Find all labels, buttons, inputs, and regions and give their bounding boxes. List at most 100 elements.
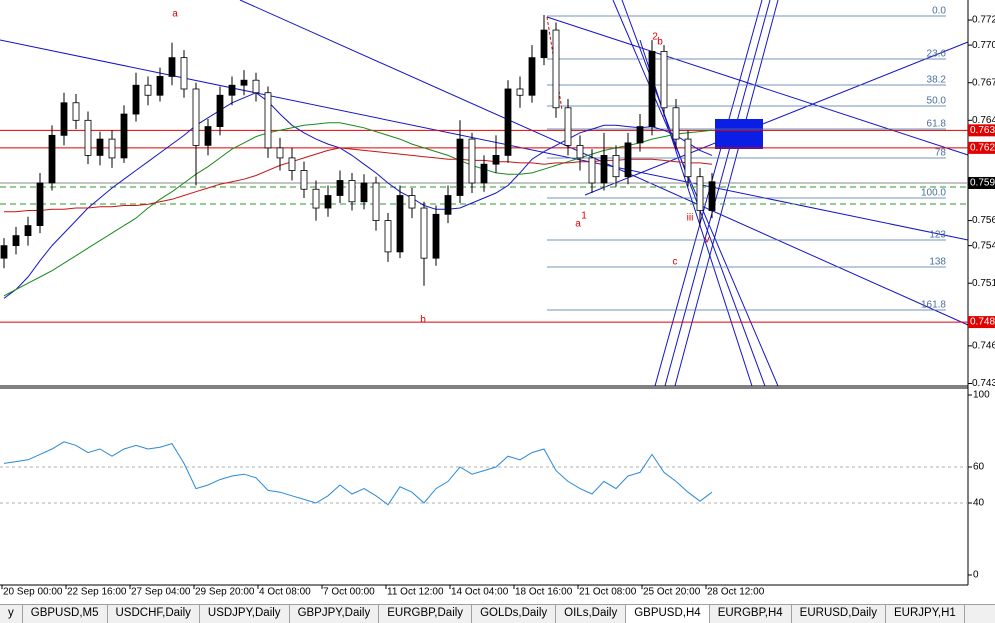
tab[interactable]: GBPUSD,H4 — [626, 605, 710, 623]
price-label-box — [968, 141, 995, 154]
candle-body — [456, 138, 464, 196]
candle-body — [396, 195, 404, 253]
candle-body — [648, 50, 656, 127]
y-tick-label: 0.756 — [972, 215, 995, 226]
candle-body — [48, 134, 56, 184]
fib-label: 78 — [935, 148, 947, 159]
trendline — [612, 0, 779, 387]
tab[interactable]: EURGBP,H4 — [710, 605, 792, 623]
tab[interactable]: USDJPY,Daily — [200, 605, 290, 623]
tab-bar: y GBPUSD,M5 USDCHF,Daily USDJPY,Daily GBPJPY… — [0, 604, 995, 623]
candle-body — [264, 92, 272, 149]
tab[interactable]: GBPJPY,Daily — [290, 605, 380, 623]
tab[interactable]: y — [0, 605, 23, 623]
candle-body — [312, 188, 320, 209]
candle-body — [372, 182, 380, 221]
candle-body — [240, 79, 248, 86]
candle-body — [612, 155, 620, 178]
y-tick-label: 0.754 — [972, 240, 995, 251]
fib-label: 100.0 — [921, 188, 946, 199]
tab[interactable]: EURUSD,Daily — [792, 605, 886, 623]
candle-body — [288, 157, 296, 171]
candle-body — [36, 182, 44, 226]
fib-label: 123 — [929, 230, 946, 241]
trendline — [0, 39, 969, 241]
x-tick-label: 28 Oct 12:00 — [707, 587, 765, 598]
price-label-box — [968, 316, 995, 329]
wave-label: b — [657, 37, 663, 48]
y-tick-label: 0.751 — [972, 278, 995, 289]
candle-body — [60, 102, 68, 136]
wave-label: a — [575, 219, 581, 230]
y-tick-label: 0.767 — [972, 77, 995, 88]
candle-body — [432, 213, 440, 259]
candle-body — [384, 220, 392, 253]
candle-body — [480, 163, 488, 184]
candle-body — [684, 138, 692, 178]
trendline — [621, 0, 766, 387]
tab[interactable]: GBPUSD,M5 — [23, 605, 108, 623]
trendline — [639, 39, 753, 387]
fib-label: 23.6 — [927, 49, 947, 60]
candle-body — [228, 84, 236, 96]
candle-body — [192, 88, 200, 146]
zone-box — [715, 119, 763, 149]
fib-label: 50.0 — [927, 96, 947, 107]
y-tick-label: 0.770 — [972, 40, 995, 51]
candle-body — [540, 29, 548, 59]
price-label-box — [968, 176, 995, 189]
price-label: 0.748 — [970, 317, 995, 328]
y-tick-label: 0.743 — [972, 378, 995, 389]
candle-body — [636, 126, 644, 144]
wave-label: b — [420, 315, 426, 326]
price-label-box — [968, 124, 995, 137]
candle-body — [204, 126, 212, 146]
y-tick-label: 0.764 — [972, 115, 995, 126]
x-tick-label: 27 Sep 04:00 — [131, 587, 191, 598]
candle-body — [504, 88, 512, 156]
wave-label: v — [705, 235, 710, 246]
candle-body — [516, 88, 524, 96]
fib-label: 61.8 — [927, 119, 947, 130]
x-tick-label: 11 Oct 12:00 — [387, 587, 444, 598]
candle-body — [336, 180, 344, 196]
candle-body — [588, 157, 596, 184]
tab[interactable]: EURJPY,H1 — [886, 605, 965, 623]
candle-body — [120, 113, 128, 159]
x-tick-label: 21 Oct 08:00 — [579, 587, 637, 598]
y-tick-label: 100 — [973, 390, 990, 401]
trendline — [674, 0, 779, 387]
candle-body — [552, 29, 560, 109]
tab[interactable]: OILs,Daily — [556, 605, 627, 623]
candle-body — [108, 138, 116, 159]
y-tick-label: 60 — [973, 462, 985, 473]
wave-label: 1 — [581, 211, 587, 222]
candle-body — [360, 182, 368, 203]
x-tick-label: 14 Oct 04:00 — [451, 587, 509, 598]
x-tick-label: 4 Oct 08:00 — [259, 587, 311, 598]
candle-body — [132, 84, 140, 115]
candle-body — [708, 181, 716, 211]
chart: 0.0 23.6 38.2 50.0 61.8 78 100.0 123 138 161.8 0.… — [0, 0, 995, 598]
candle-body — [564, 107, 572, 146]
wave-label: iii — [687, 213, 694, 224]
trendline — [546, 16, 969, 156]
y-tick-label: 0 — [973, 570, 979, 581]
candle-body — [24, 225, 32, 237]
candle-body — [468, 138, 476, 184]
tab[interactable]: USDCHF,Daily — [108, 605, 200, 623]
candle-body — [180, 57, 188, 90]
candle-body — [576, 144, 584, 159]
candle-body — [252, 79, 260, 94]
y-tick-label: 0.746 — [972, 341, 995, 352]
candle-body — [696, 176, 704, 211]
y-tick-label: 0.772 — [972, 15, 995, 26]
candle-body — [600, 155, 608, 184]
wave-label: a — [172, 9, 178, 20]
candle-body — [168, 57, 176, 77]
tab[interactable]: GOLDs,Daily — [472, 605, 557, 623]
candle-body — [156, 76, 164, 96]
candle-body — [0, 245, 8, 259]
candle-body — [444, 195, 452, 215]
tab[interactable]: EURGBP,Daily — [379, 605, 473, 623]
